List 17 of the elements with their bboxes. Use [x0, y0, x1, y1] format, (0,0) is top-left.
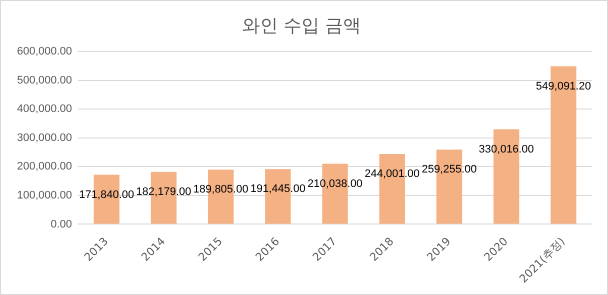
y-tick-label: 600,000.00 [16, 46, 72, 58]
y-tick-label: 0.00 [50, 218, 72, 230]
data-label: 330,016.00 [478, 143, 534, 156]
y-tick-label: 300,000.00 [16, 132, 72, 144]
data-label: 182,179.00 [136, 186, 192, 198]
y-tick-label: 200,000.00 [16, 160, 72, 173]
data-label: 171,840.00 [79, 188, 134, 201]
data-label: 189,805.00 [193, 184, 248, 196]
y-tick-label: 500,000.00 [16, 74, 72, 86]
chart-title: 와인 수입 금액 [242, 15, 362, 36]
y-tick-label: 400,000.00 [16, 103, 72, 116]
data-label: 244,001.00 [364, 168, 420, 180]
y-tick-label: 100,000.00 [16, 190, 72, 202]
data-label: 259,255.00 [422, 164, 477, 176]
data-label: 191,445.00 [250, 183, 306, 196]
data-label: 549,091.20 [536, 80, 591, 92]
data-label: 210,038.00 [307, 178, 363, 190]
